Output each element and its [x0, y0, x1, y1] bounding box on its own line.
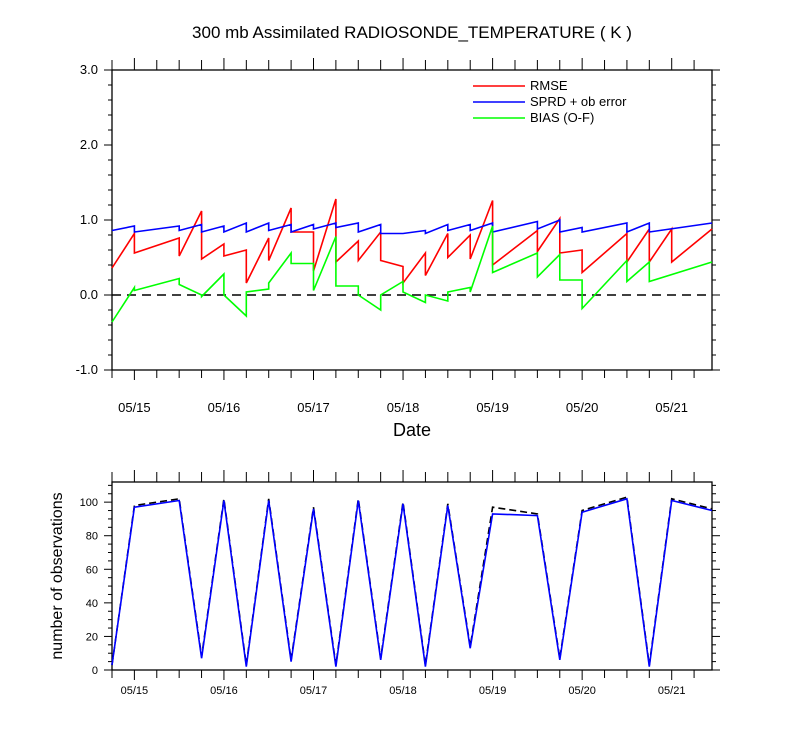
y-tick-label: 80 — [86, 531, 98, 543]
x-tick-label: 05/16 — [210, 685, 238, 697]
legend-label-rmse: RMSE — [530, 78, 568, 93]
x-tick-label: 05/15 — [121, 685, 149, 697]
top-x-axis: 05/15 05/16 05/17 05/18 05/19 05/20 05/21 — [111, 58, 695, 415]
series-line-rmse — [111, 198, 713, 286]
y-tick-label: -1.0 — [76, 362, 98, 377]
series-line-observations-assimilated — [111, 497, 713, 667]
x-tick-label: 05/21 — [655, 400, 688, 415]
x-tick-label: 05/20 — [566, 400, 599, 415]
y-tick-label: 60 — [86, 564, 98, 576]
series-line-observations-possible — [111, 496, 713, 666]
series-line-sprd-ob-error — [111, 218, 713, 235]
top-legend: RMSE SPRD + ob error BIAS (O-F) — [473, 78, 627, 125]
x-tick-label: 05/17 — [300, 685, 328, 697]
x-tick-label: 05/17 — [297, 400, 330, 415]
y-tick-label: 2.0 — [80, 137, 98, 152]
y-tick-label: 100 — [80, 497, 98, 509]
bottom-x-axis: 05/15 05/16 05/17 05/18 05/19 05/20 05/21 — [111, 470, 695, 697]
y-tick-label: 0 — [92, 665, 98, 677]
bottom-y-axis-label: number of observations — [49, 492, 66, 659]
top-x-axis-label: Date — [393, 420, 431, 440]
x-tick-label: 05/16 — [208, 400, 241, 415]
series-line-bias-o-f — [111, 225, 713, 323]
x-tick-label: 05/18 — [389, 685, 417, 697]
legend-label-bias: BIAS (O-F) — [530, 110, 594, 125]
x-tick-label: 05/21 — [658, 685, 686, 697]
bottom-series-group — [111, 496, 713, 667]
y-tick-label: 1.0 — [80, 212, 98, 227]
y-tick-label: 40 — [86, 598, 98, 610]
bottom-plot-frame — [111, 481, 713, 671]
x-tick-label: 05/20 — [568, 685, 596, 697]
x-tick-label: 05/19 — [476, 400, 509, 415]
y-tick-label: 3.0 — [80, 62, 98, 77]
top-series-group — [111, 198, 713, 323]
top-title: 300 mb Assimilated RADIOSONDE_TEMPERATUR… — [192, 23, 632, 42]
x-tick-label: 05/18 — [387, 400, 420, 415]
x-tick-label: 05/19 — [479, 685, 507, 697]
y-tick-label: 20 — [86, 631, 98, 643]
top-y-axis: -1.0 0.0 1.0 2.0 3.0 — [76, 62, 720, 377]
x-tick-label: 05/15 — [118, 400, 151, 415]
top-panel: 300 mb Assimilated RADIOSONDE_TEMPERATUR… — [76, 23, 720, 440]
y-tick-label: 0.0 — [80, 287, 98, 302]
bottom-y-axis: 0 20 40 60 80 100 — [80, 484, 720, 677]
legend-label-sprd: SPRD + ob error — [530, 94, 627, 109]
